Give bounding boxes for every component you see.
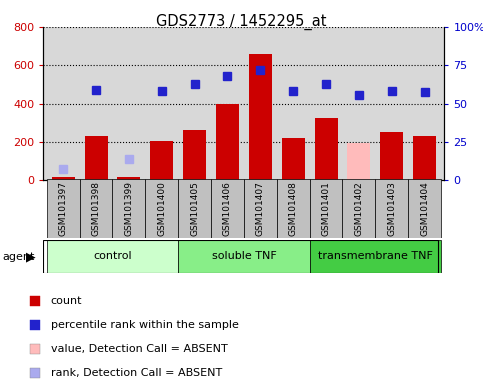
Text: rank, Detection Call = ABSENT: rank, Detection Call = ABSENT (51, 368, 222, 379)
Bar (113, 179, 145, 238)
Bar (310, 240, 441, 273)
Text: count: count (51, 296, 82, 306)
Text: GSM101407: GSM101407 (256, 181, 265, 236)
Text: GSM101401: GSM101401 (322, 181, 330, 236)
Bar (47, 240, 178, 273)
Text: percentile rank within the sample: percentile rank within the sample (51, 320, 239, 331)
Bar (277, 179, 310, 238)
Text: GSM101399: GSM101399 (125, 181, 133, 236)
Bar (342, 179, 375, 238)
Bar (314, 118, 338, 180)
Bar (375, 179, 408, 238)
Text: GSM101403: GSM101403 (387, 181, 396, 236)
Text: GSM101405: GSM101405 (190, 181, 199, 236)
Bar (117, 177, 141, 180)
Bar (183, 130, 206, 180)
Text: GSM101397: GSM101397 (59, 181, 68, 236)
Text: GSM101398: GSM101398 (92, 181, 100, 236)
Bar (380, 131, 403, 180)
Text: ▶: ▶ (26, 250, 35, 263)
Bar (347, 143, 370, 180)
Text: GDS2773 / 1452295_at: GDS2773 / 1452295_at (156, 13, 327, 30)
Bar (178, 179, 211, 238)
Text: soluble TNF: soluble TNF (212, 251, 276, 262)
Bar (413, 136, 436, 180)
Text: GSM101402: GSM101402 (355, 181, 363, 236)
Bar (211, 179, 244, 238)
Bar (178, 240, 310, 273)
Text: agent: agent (2, 252, 35, 262)
Bar (244, 179, 277, 238)
Bar (249, 54, 272, 180)
Text: GSM101408: GSM101408 (289, 181, 298, 236)
Text: GSM101404: GSM101404 (420, 181, 429, 236)
Text: value, Detection Call = ABSENT: value, Detection Call = ABSENT (51, 344, 227, 354)
Bar (216, 104, 239, 180)
Bar (408, 179, 441, 238)
Bar (310, 179, 342, 238)
Bar (80, 179, 113, 238)
Bar (85, 136, 108, 180)
Bar (150, 141, 173, 180)
Bar (52, 177, 75, 180)
Text: transmembrane TNF: transmembrane TNF (318, 251, 433, 262)
Text: control: control (93, 251, 132, 262)
Bar (47, 179, 80, 238)
Text: GSM101406: GSM101406 (223, 181, 232, 236)
Text: GSM101400: GSM101400 (157, 181, 166, 236)
Bar (145, 179, 178, 238)
Bar (282, 138, 305, 180)
